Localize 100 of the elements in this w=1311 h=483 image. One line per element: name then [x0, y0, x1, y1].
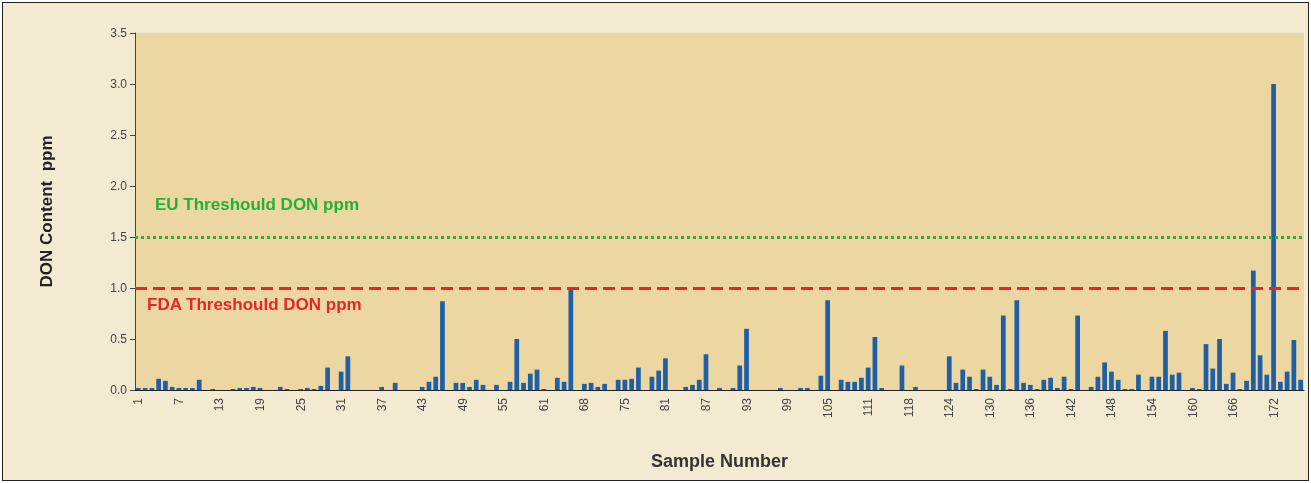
bar	[987, 376, 993, 390]
bar	[1210, 368, 1216, 390]
bar	[629, 378, 635, 390]
x-tick-label: 43	[415, 397, 430, 412]
y-tick-label: 0.0	[110, 383, 128, 397]
bar	[142, 387, 148, 390]
bar	[163, 380, 168, 390]
x-tick-label: 160	[1185, 397, 1200, 419]
bar	[913, 386, 918, 390]
bar	[244, 387, 249, 390]
x-tick-label: 49	[455, 397, 470, 412]
bar	[1014, 300, 1020, 390]
x-tick-label: 172	[1266, 397, 1281, 419]
x-tick-label: 124	[942, 397, 957, 419]
bar	[568, 290, 574, 390]
bar	[1041, 379, 1047, 390]
bar	[683, 386, 689, 390]
y-tick-label: 1.0	[110, 281, 128, 295]
bar	[581, 383, 587, 390]
bar	[183, 387, 189, 390]
bar	[136, 387, 141, 390]
bar	[804, 387, 810, 390]
x-tick-label: 7	[171, 397, 186, 405]
bar	[865, 367, 871, 390]
bar	[1244, 380, 1249, 390]
x-tick-label: 130	[982, 397, 997, 419]
y-tick-label: 3.5	[110, 26, 128, 40]
bar	[852, 381, 858, 390]
bar	[1163, 330, 1168, 390]
bar	[527, 373, 533, 390]
bar	[1264, 374, 1270, 390]
bar	[1027, 384, 1033, 390]
bar	[1000, 315, 1006, 390]
bar	[656, 370, 662, 390]
x-tick-label: 136	[1023, 397, 1038, 419]
bar	[1088, 386, 1094, 390]
bar	[1223, 383, 1229, 390]
bar	[1115, 379, 1121, 390]
y-tick-label: 2.0	[110, 179, 128, 193]
x-tick-label: 154	[1144, 397, 1159, 419]
bar	[859, 377, 864, 390]
x-tick-label: 118	[901, 397, 916, 418]
bar	[696, 379, 702, 390]
bar	[554, 377, 560, 390]
x-tick-label: 75	[617, 397, 632, 412]
x-tick-label: 55	[496, 397, 511, 412]
x-tick-label: 148	[1104, 397, 1119, 419]
x-tick-label: 99	[780, 397, 795, 412]
bar	[460, 382, 466, 390]
bar	[1048, 377, 1053, 390]
bar	[1156, 376, 1162, 390]
bar	[1217, 339, 1222, 390]
bar	[1169, 374, 1175, 390]
bar	[690, 384, 695, 390]
x-tick-label: 19	[253, 397, 268, 412]
x-tick-label: 1	[131, 397, 146, 405]
y-tick-label: 1.5	[110, 230, 128, 244]
bar	[946, 356, 952, 390]
bar	[237, 387, 243, 390]
bar	[1271, 84, 1276, 390]
bar	[825, 300, 830, 390]
bar	[1277, 381, 1283, 390]
bar	[345, 356, 351, 390]
bar	[1190, 387, 1195, 390]
bar	[156, 378, 162, 390]
bar	[994, 384, 999, 390]
bar	[392, 382, 398, 390]
x-tick-label: 81	[658, 397, 673, 412]
bar	[615, 379, 621, 390]
bar	[818, 375, 824, 390]
x-tick-label: 87	[698, 397, 713, 412]
ref-line-label: FDA Threshould DON ppm	[147, 295, 362, 314]
bar	[879, 387, 885, 390]
bar	[325, 367, 330, 390]
x-tick-label: 93	[739, 397, 754, 412]
x-tick-label: 25	[293, 397, 308, 412]
bar	[602, 383, 607, 390]
bar	[737, 365, 743, 390]
bar	[433, 376, 439, 390]
x-tick-label: 111	[861, 397, 876, 417]
bar	[318, 385, 324, 390]
bar	[379, 386, 384, 390]
x-tick-label: 31	[334, 397, 349, 412]
bar	[196, 379, 202, 390]
bar	[304, 387, 310, 390]
bar	[1291, 340, 1297, 390]
bar	[663, 358, 668, 390]
x-tick-label: 105	[820, 397, 835, 419]
bar	[798, 387, 803, 390]
bar	[169, 386, 175, 390]
bar	[1021, 382, 1026, 390]
bar	[277, 386, 283, 390]
bar	[1102, 362, 1108, 390]
bar	[1298, 379, 1303, 390]
y-axis-title: DON Content ppm	[37, 135, 56, 288]
bar	[467, 386, 472, 390]
bar	[473, 379, 479, 390]
x-tick-label: 13	[212, 397, 227, 412]
bar	[777, 387, 783, 390]
bar	[967, 376, 972, 390]
